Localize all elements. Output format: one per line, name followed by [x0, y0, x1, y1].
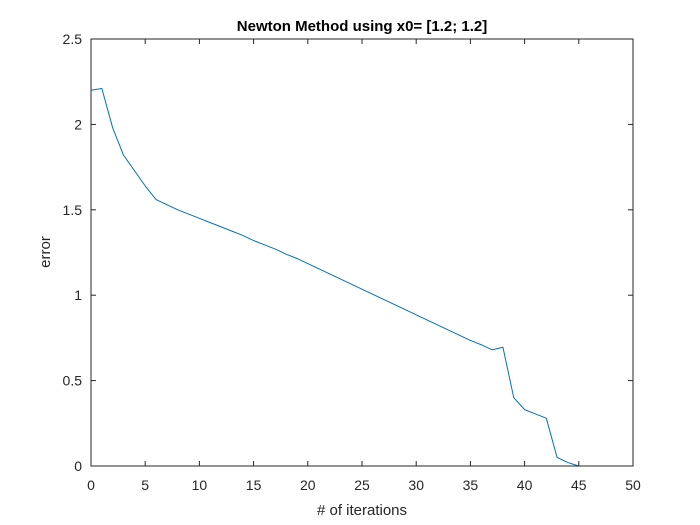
x-tick-label: 40: [517, 477, 533, 493]
series-line: [90, 88, 612, 467]
y-axis-label: error: [37, 236, 54, 268]
y-tick-label: 0.5: [63, 373, 83, 389]
x-tick-label: 10: [192, 477, 208, 493]
x-tick-label: 50: [625, 477, 641, 493]
y-tick-label: 2.5: [63, 31, 83, 47]
y-tick-label: 0: [74, 458, 82, 474]
x-tick-label: 20: [300, 477, 316, 493]
x-tick-label: 15: [246, 477, 262, 493]
y-tick-label: 1.5: [63, 202, 83, 218]
plot-area: [91, 39, 633, 466]
x-tick-label: 30: [408, 477, 424, 493]
y-tick-label: 2: [74, 116, 82, 132]
x-tick-label: 35: [463, 477, 479, 493]
tick-label-layer: 0 5 10 15 20 25 30 35 40 45 50 0 0.5 1 1.5 2 2.5: [63, 31, 641, 493]
x-tick-label: 5: [141, 477, 149, 493]
axes-box: [90, 38, 634, 467]
series-layer: [90, 88, 612, 467]
chart-title: Newton Method using x0= [1.2; 1.2]: [237, 18, 487, 35]
x-tick-label: 25: [354, 477, 370, 493]
x-axis-label: # of iterations: [317, 502, 407, 519]
y-tick-label: 1: [74, 287, 82, 303]
x-tick-label: 45: [571, 477, 587, 493]
x-tick-label: 0: [87, 477, 95, 493]
